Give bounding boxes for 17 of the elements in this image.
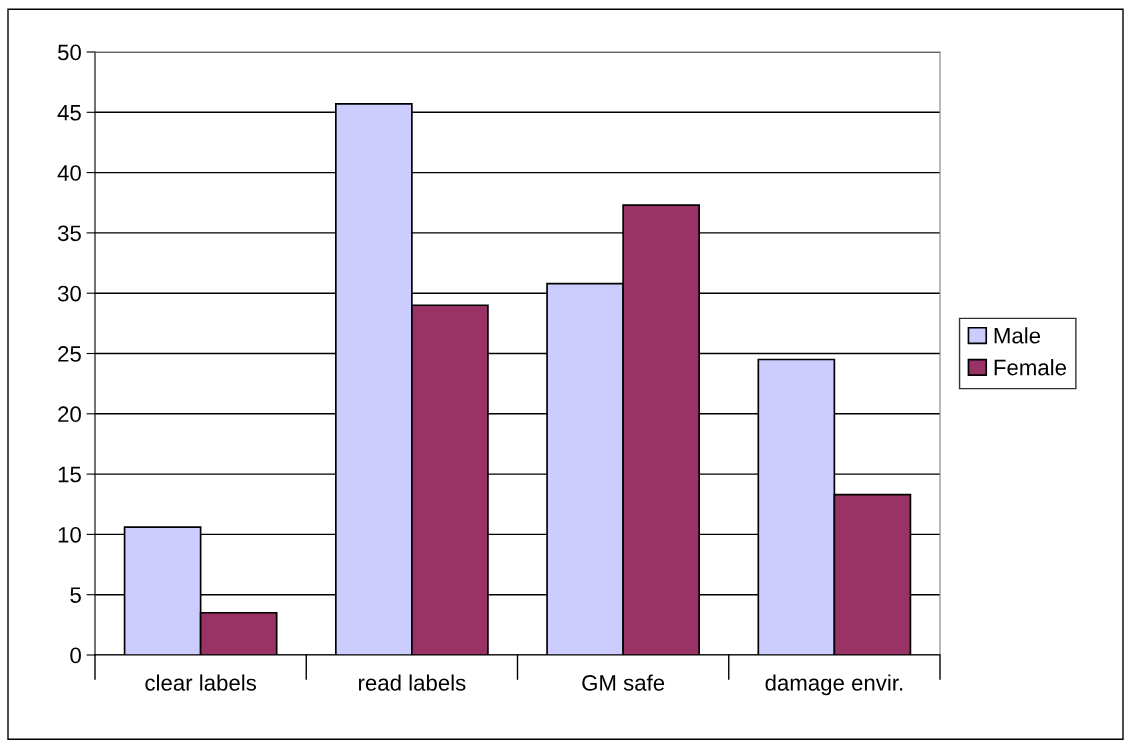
y-tick-label: 25: [58, 346, 81, 362]
x-tick-label: damage envir.: [765, 674, 903, 696]
y-tick-label: 15: [58, 466, 81, 483]
y-tick-label: 0: [70, 647, 81, 664]
legend-label: Male: [994, 327, 1041, 344]
y-tick-label: 10: [58, 526, 81, 543]
y-tick-label: 45: [57, 105, 81, 121]
legend-label: Female: [994, 359, 1067, 376]
y-tick-label: 30: [57, 285, 81, 302]
y-tick-label: 50: [57, 44, 81, 61]
y-tick-label: 35: [57, 225, 81, 242]
x-tick-label: GM safe: [582, 674, 665, 691]
x-tick-label: read labels: [359, 674, 466, 691]
y-tick-label: 5: [70, 587, 81, 603]
y-tick-label: 20: [58, 406, 81, 423]
y-tick-label: 40: [57, 165, 81, 181]
x-tick-label: clear labels: [145, 674, 257, 691]
